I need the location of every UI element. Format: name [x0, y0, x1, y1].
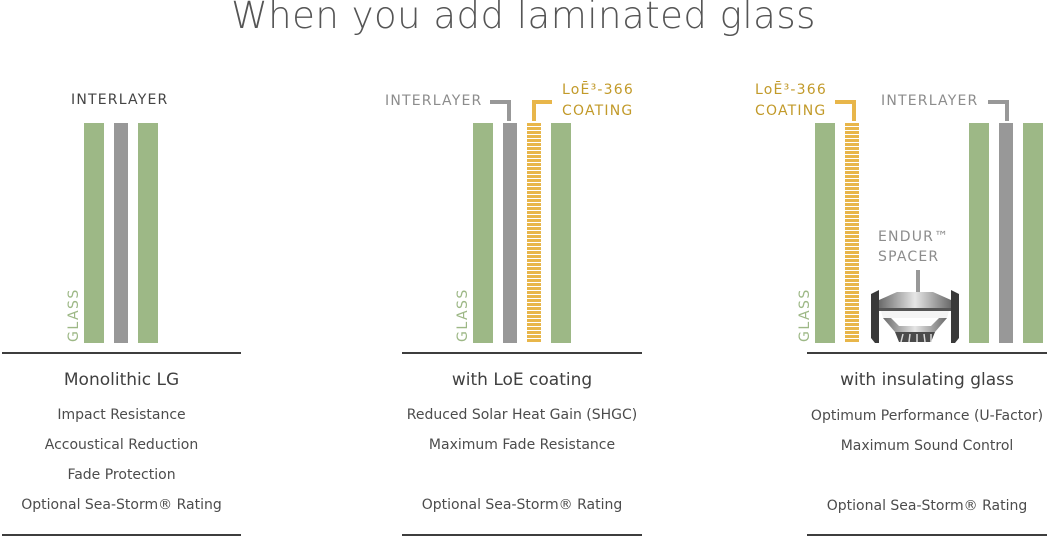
- coating-label-line1: LoĒ³-366: [562, 82, 634, 98]
- feature-item: Impact Resistance: [57, 407, 186, 423]
- interlayer-label: INTERLAYER: [385, 93, 483, 109]
- glass-pane-inner-left: [969, 123, 989, 343]
- feature-item: Accoustical Reduction: [44, 437, 199, 453]
- interlayer-label: INTERLAYER: [71, 92, 169, 108]
- glass-pane-left: [84, 123, 104, 343]
- divider-top: [807, 352, 1047, 354]
- interlayer-sheet: [503, 123, 517, 343]
- panel-title: with insulating glass: [840, 370, 1014, 390]
- glass-label: GLASS: [66, 288, 82, 342]
- feature-item: Optional Sea-Storm® Rating: [421, 497, 623, 513]
- spacer-label-line2: SPACER: [878, 249, 940, 265]
- page-title: When you add laminated glass: [231, 0, 816, 37]
- coating-label-line2: COATING: [562, 103, 634, 119]
- glass-pane-right: [138, 123, 158, 343]
- coating-pointer-icon: [835, 100, 856, 121]
- coating-pointer-icon: [532, 100, 552, 121]
- coating-label-line1: LoĒ³-366: [755, 82, 827, 98]
- spacer-pointer: [916, 270, 920, 292]
- loe-coating-layer: [527, 123, 541, 343]
- panel-title: with LoE coating: [451, 370, 593, 390]
- glass-pane-right: [551, 123, 571, 343]
- divider-top: [2, 352, 241, 354]
- feature-item: Optional Sea-Storm® Rating: [21, 497, 222, 513]
- glass-pane-inner-right: [1023, 123, 1043, 343]
- divider-bottom: [2, 534, 241, 536]
- panel-title: Monolithic LG: [63, 370, 180, 390]
- spacer-label-line1: ENDUR™: [878, 229, 950, 245]
- feature-item: Maximum Sound Control: [840, 438, 1014, 454]
- interlayer-sheet: [114, 123, 128, 343]
- loe-coating-layer: [845, 123, 859, 343]
- interlayer-sheet: [999, 123, 1013, 343]
- interlayer-label: INTERLAYER: [881, 93, 979, 109]
- glass-pane-outer: [815, 123, 835, 343]
- feature-item: Optional Sea-Storm® Rating: [826, 498, 1028, 514]
- endur-spacer-icon: [871, 290, 959, 343]
- glass-label: GLASS: [797, 288, 813, 342]
- feature-item: Fade Protection: [67, 467, 176, 483]
- feature-item: Reduced Solar Heat Gain (SHGC): [406, 407, 638, 423]
- feature-item: Optimum Performance (U-Factor): [810, 408, 1044, 424]
- interlayer-pointer-icon: [988, 100, 1009, 121]
- glass-pane-left: [473, 123, 493, 343]
- divider-bottom: [807, 534, 1047, 536]
- glass-label: GLASS: [455, 288, 471, 342]
- coating-label-line2: COATING: [755, 103, 827, 119]
- interlayer-pointer-icon: [490, 100, 511, 121]
- divider-bottom: [402, 534, 642, 536]
- divider-top: [402, 352, 642, 354]
- feature-item: Maximum Fade Resistance: [428, 437, 616, 453]
